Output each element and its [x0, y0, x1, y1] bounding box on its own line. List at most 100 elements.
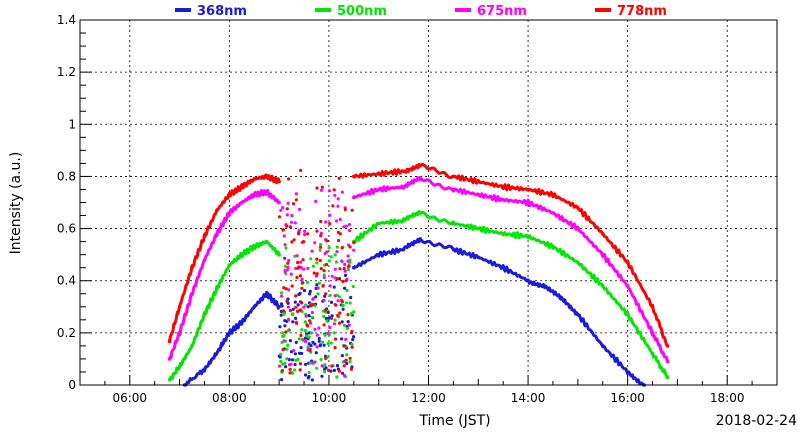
- data-point-noisy: [314, 351, 318, 355]
- data-point-noisy: [346, 313, 350, 317]
- data-point-noisy: [352, 335, 356, 339]
- data-point: [650, 331, 655, 335]
- data-point: [526, 200, 530, 205]
- data-point-noisy: [290, 240, 294, 244]
- data-point: [418, 177, 423, 181]
- data-point-noisy: [320, 340, 325, 344]
- data-point: [625, 370, 630, 374]
- data-point-noisy: [338, 232, 342, 236]
- data-point: [227, 263, 232, 267]
- data-point: [202, 367, 207, 372]
- data-point: [352, 265, 356, 270]
- x-axis-title: Time (JST): [418, 413, 490, 429]
- data-point-noisy: [346, 259, 350, 263]
- data-point-noisy: [341, 279, 345, 284]
- data-point: [526, 234, 530, 239]
- legend-entry-368nm: 368nm: [175, 4, 247, 19]
- data-point-noisy: [319, 242, 323, 247]
- data-point: [202, 312, 207, 317]
- data-point-noisy: [286, 201, 290, 205]
- data-point-noisy: [300, 286, 304, 290]
- data-point-noisy: [337, 369, 341, 373]
- data-point-noisy: [343, 262, 347, 266]
- data-point: [190, 265, 194, 270]
- data-point-noisy: [318, 248, 322, 252]
- data-point: [501, 232, 506, 236]
- data-point: [601, 344, 605, 348]
- data-point-noisy: [317, 281, 321, 285]
- data-point-noisy: [352, 248, 356, 252]
- data-point: [401, 169, 406, 173]
- data-point: [625, 312, 630, 317]
- data-point-noisy: [333, 253, 337, 257]
- data-point-noisy: [299, 333, 303, 338]
- data-point-noisy: [291, 320, 295, 324]
- data-point-noisy: [306, 376, 310, 380]
- y-tick-label: 0.4: [57, 274, 76, 288]
- data-point: [352, 174, 356, 179]
- data-point-noisy: [299, 168, 303, 172]
- data-point-noisy: [350, 311, 354, 315]
- data-point-noisy: [342, 323, 346, 327]
- data-point-noisy: [350, 342, 354, 346]
- legend-entry-675nm: 675nm: [455, 4, 527, 19]
- data-point-noisy: [290, 284, 294, 288]
- data-point-noisy: [296, 232, 301, 236]
- data-point-noisy: [315, 283, 319, 287]
- data-point-noisy: [333, 346, 337, 350]
- data-point-noisy: [283, 264, 288, 268]
- data-point: [215, 286, 219, 291]
- data-point-noisy: [326, 331, 330, 335]
- data-point: [476, 179, 481, 184]
- data-point-noisy: [340, 190, 344, 194]
- data-point-noisy: [343, 273, 348, 277]
- data-point-noisy: [293, 352, 297, 356]
- data-point-noisy: [279, 291, 284, 295]
- y-tick-label: 0.8: [57, 169, 76, 183]
- data-point-noisy: [313, 327, 317, 331]
- data-point: [252, 245, 257, 249]
- data-point: [576, 226, 580, 231]
- data-point-noisy: [310, 310, 314, 315]
- data-point-noisy: [281, 206, 285, 210]
- data-point-noisy: [277, 215, 282, 219]
- x-tick-label: 18:00: [710, 391, 745, 405]
- data-point: [215, 208, 219, 213]
- data-point-noisy: [341, 304, 345, 308]
- data-point-noisy: [291, 312, 295, 316]
- data-point-noisy: [315, 261, 319, 265]
- data-point-noisy: [279, 313, 283, 317]
- data-point-noisy: [350, 345, 354, 349]
- data-point-noisy: [286, 305, 291, 309]
- data-point-noisy: [285, 268, 289, 272]
- data-point-noisy: [300, 328, 304, 332]
- data-point-noisy: [298, 351, 302, 355]
- data-point: [451, 174, 456, 179]
- data-point: [167, 378, 172, 382]
- data-point: [401, 185, 406, 189]
- data-point-noisy: [335, 245, 339, 249]
- x-tick-label: 16:00: [610, 391, 645, 405]
- data-point-noisy: [337, 321, 342, 325]
- data-point-noisy: [286, 329, 290, 333]
- data-point: [401, 247, 406, 252]
- data-point-noisy: [285, 299, 289, 303]
- data-point: [551, 211, 555, 215]
- data-point-noisy: [284, 246, 288, 250]
- data-point-noisy: [323, 308, 327, 312]
- data-point-noisy: [321, 284, 325, 288]
- data-point-noisy: [326, 368, 330, 372]
- data-point: [376, 172, 381, 176]
- data-point-noisy: [296, 260, 300, 265]
- data-point: [264, 174, 269, 179]
- data-point-noisy: [298, 291, 302, 295]
- data-point: [451, 187, 456, 192]
- data-point: [167, 338, 172, 343]
- data-point-noisy: [324, 292, 328, 296]
- data-point-noisy: [345, 288, 349, 293]
- x-tick-label: 14:00: [511, 391, 546, 405]
- data-point-noisy: [336, 197, 340, 201]
- x-tick-label: 06:00: [112, 391, 147, 405]
- data-point-noisy: [346, 268, 350, 272]
- data-point-noisy: [285, 357, 289, 361]
